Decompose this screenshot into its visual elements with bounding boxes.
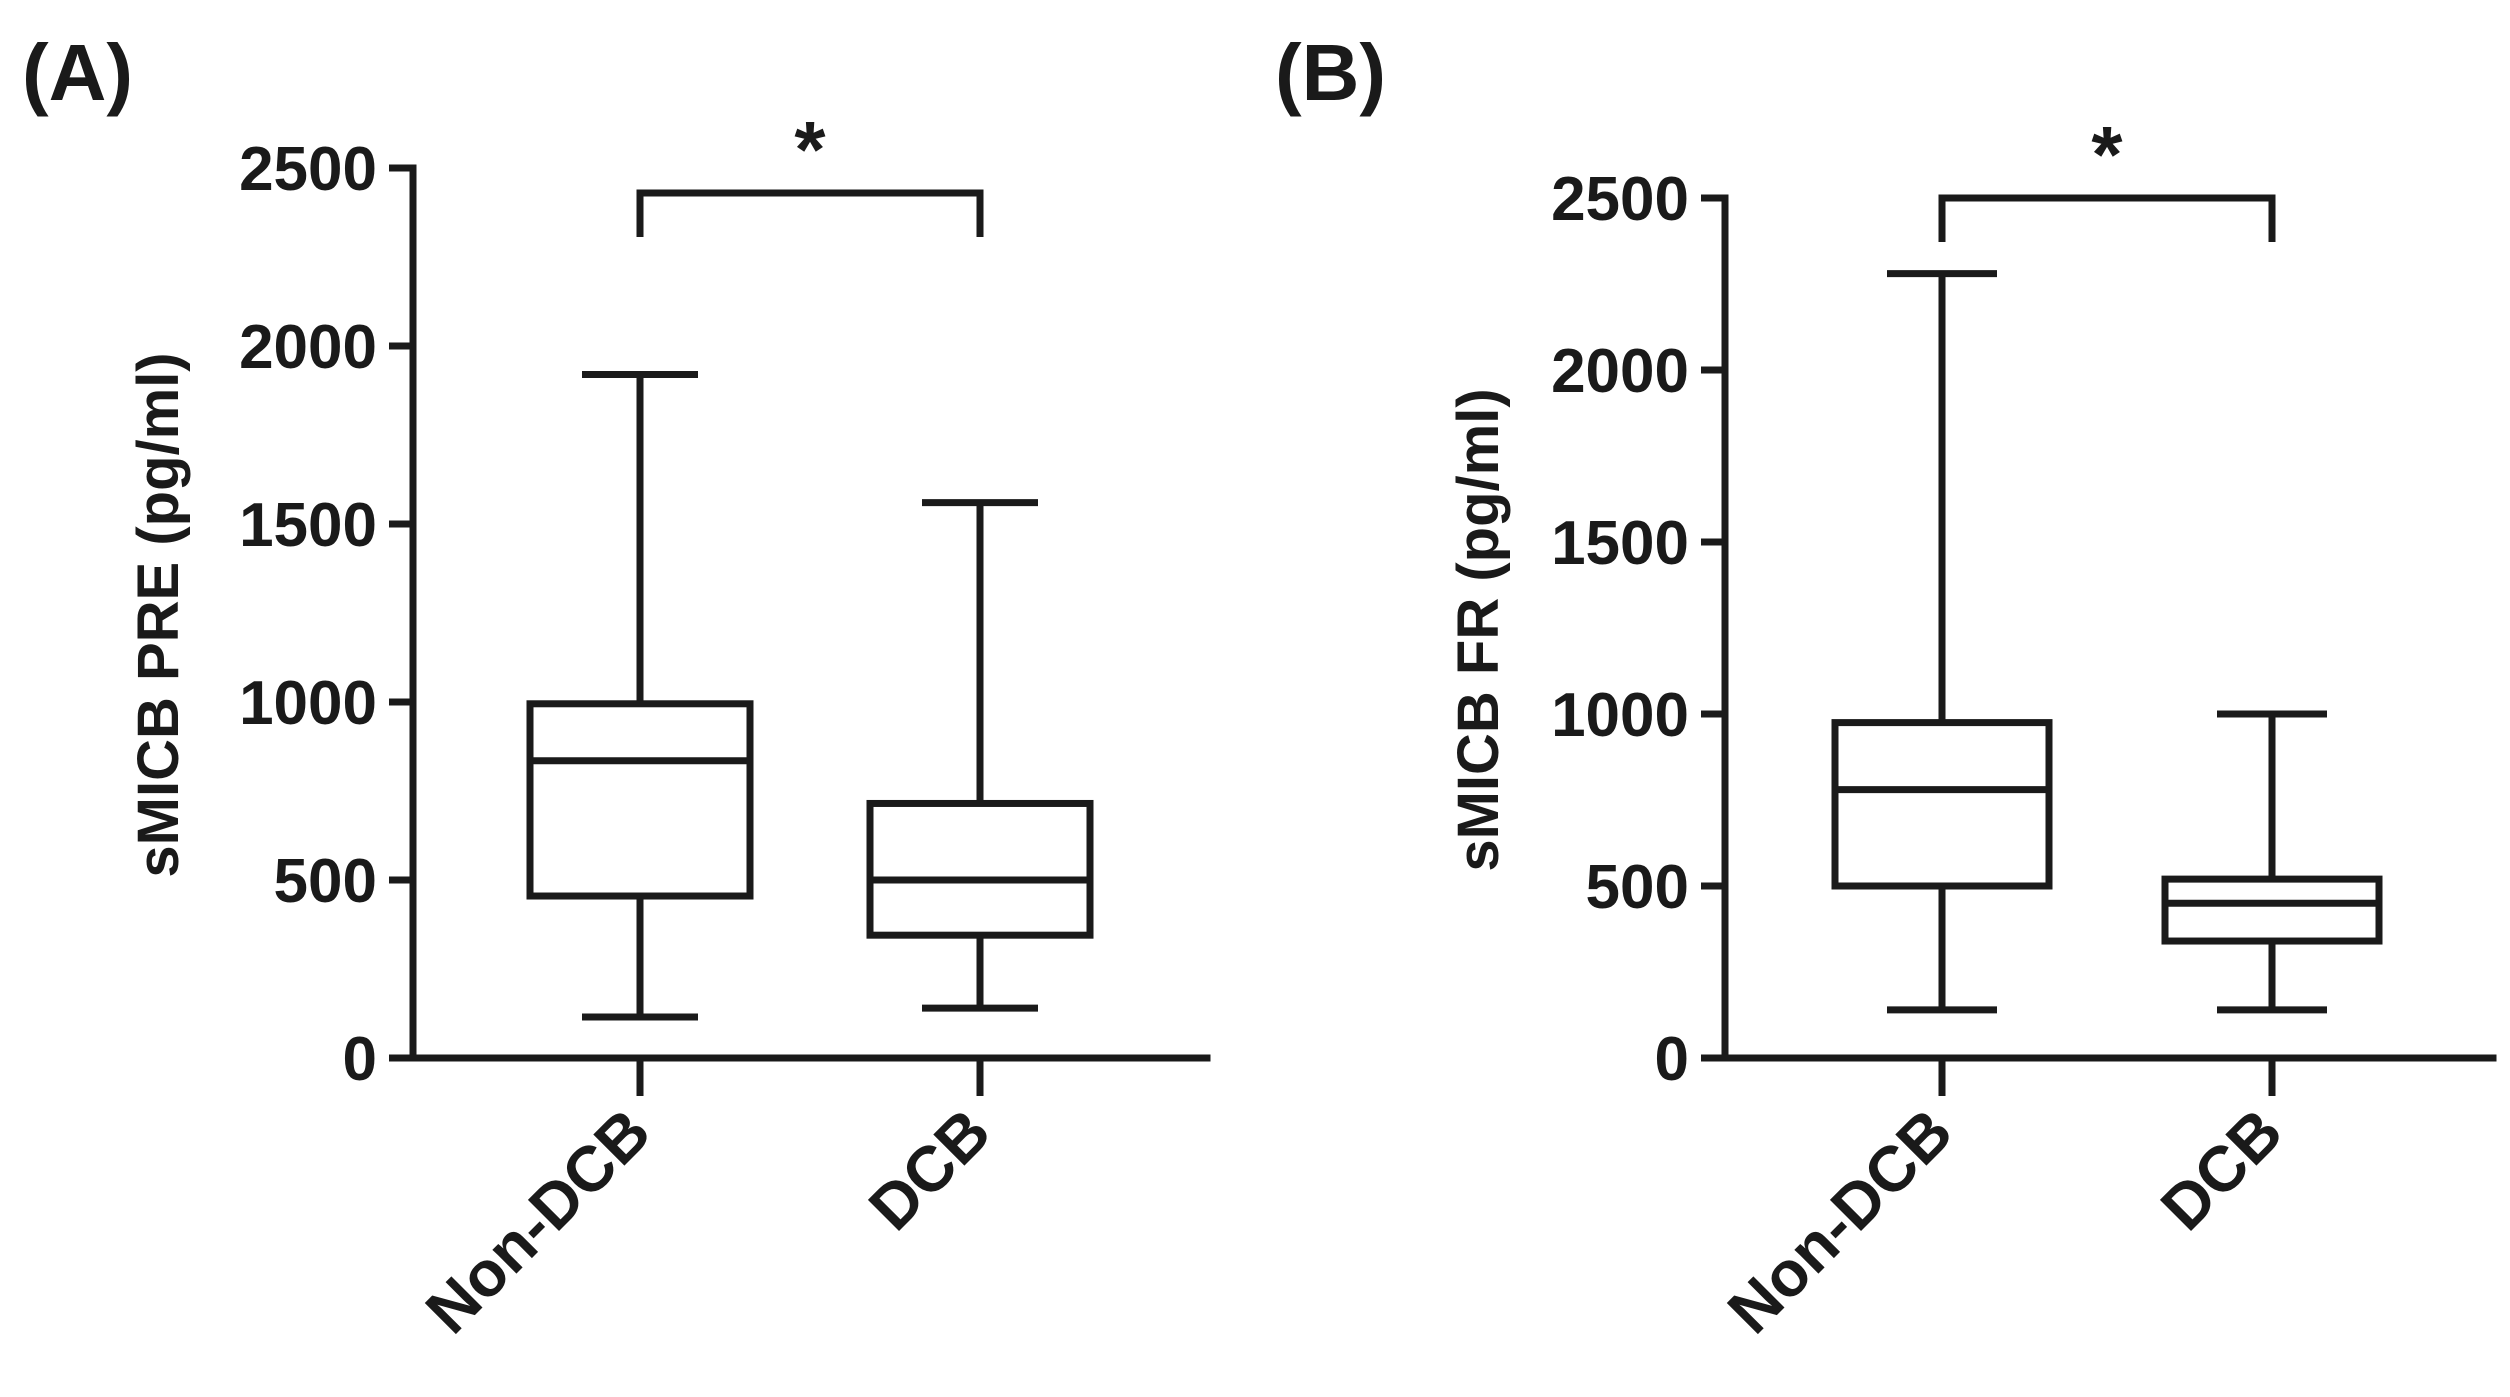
panel-b-y-tick-label: 0 — [1655, 1025, 1689, 1094]
panel-b-y-tick-label: 1000 — [1551, 681, 1689, 750]
panel-a-x-label-dcb: DCB — [855, 1095, 1004, 1244]
panel-a-y-tick-label: 1500 — [239, 491, 377, 560]
panel-a-significance-star: * — [794, 105, 826, 194]
panel-b-significance-bracket — [1938, 194, 2276, 242]
panel-b-significance-star: * — [2091, 110, 2123, 199]
panel-a: (A) sMICB PRE (pg/ml) 0 500 1000 1500 2000 25… — [22, 28, 1211, 1347]
panel-a-box-non-dcb — [526, 700, 754, 900]
panel-a-box-dcb — [866, 799, 1094, 939]
panel-b-y-tick-label: 1500 — [1551, 509, 1689, 578]
panel-b: (B) sMICB FR (pg/ml) 0 500 1000 1500 2000 250… — [1275, 28, 2497, 1347]
panel-b-x-label-non-dcb: Non-DCB — [1714, 1095, 1966, 1347]
panel-a-y-tick-label: 1000 — [239, 669, 377, 738]
panel-b-y-tick-label: 2500 — [1551, 165, 1689, 234]
panel-a-y-tick-label: 500 — [274, 847, 377, 916]
panel-a-y-tick-label: 0 — [343, 1025, 377, 1094]
panel-b-x-label-dcb: DCB — [2147, 1095, 2296, 1244]
panel-a-plot-area: 0 500 1000 1500 2000 2500 Non-DCB DCB * — [239, 105, 1211, 1347]
panel-b-plot-area: 0 500 1000 1500 2000 2500 Non-DCB DCB * — [1551, 110, 2497, 1347]
panel-b-y-tick-label: 500 — [1586, 853, 1689, 922]
panel-a-y-axis-label: sMICB PRE (pg/ml) — [126, 352, 191, 877]
panel-a-y-tick-label: 2000 — [239, 313, 377, 382]
panel-a-label: (A) — [22, 28, 133, 117]
panel-b-box-non-dcb — [1831, 719, 2053, 890]
panel-b-box-dcb — [2161, 875, 2383, 945]
panel-b-y-tick-label: 2000 — [1551, 337, 1689, 406]
panel-a-y-tick-label: 2500 — [239, 135, 377, 204]
panel-b-label: (B) — [1275, 28, 1386, 117]
panel-a-significance-bracket — [636, 189, 984, 237]
panel-a-x-label-non-dcb: Non-DCB — [412, 1095, 664, 1347]
panel-b-y-axis-label: sMICB FR (pg/ml) — [1446, 388, 1511, 871]
